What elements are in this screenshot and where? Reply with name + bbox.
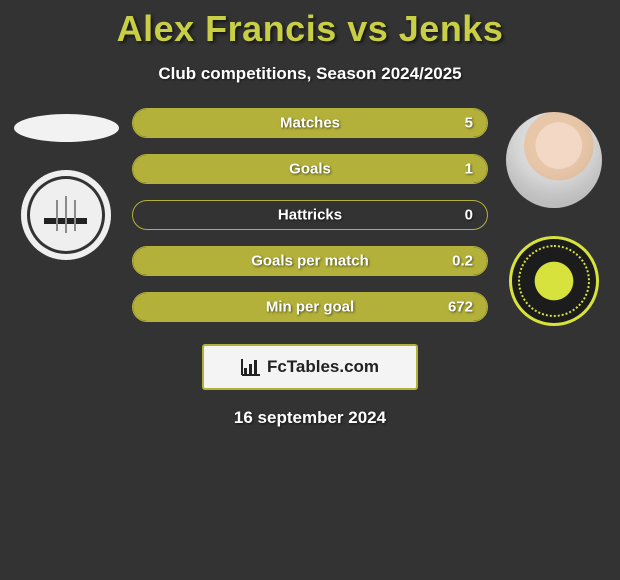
chart-icon [241, 358, 261, 376]
stat-pill: Goals 1 [132, 154, 488, 184]
stat-pill: Hattricks 0 [132, 200, 488, 230]
player-photo-left [14, 114, 119, 142]
stat-label: Matches [280, 115, 340, 132]
capture-date: 16 september 2024 [0, 408, 620, 428]
right-column [494, 110, 614, 326]
stat-label: Goals [289, 161, 331, 178]
stat-value-right: 5 [465, 115, 473, 132]
left-column [6, 110, 126, 260]
stat-pill: Min per goal 672 [132, 292, 488, 322]
brand-name: FcTables.com [267, 357, 379, 377]
stat-value-right: 0 [465, 207, 473, 224]
player-photo-right [506, 112, 602, 208]
stat-value-right: 0.2 [452, 253, 473, 270]
club-badge-left [21, 170, 111, 260]
comparison-row: Matches 5 Goals 1 Hattricks 0 Goals per match 0… [0, 110, 620, 326]
page-title: Alex Francis vs Jenks [0, 0, 620, 50]
stat-label: Min per goal [266, 299, 354, 316]
stat-pill: Matches 5 [132, 108, 488, 138]
stat-value-right: 672 [448, 299, 473, 316]
club-badge-right [509, 236, 599, 326]
brand-box: FcTables.com [202, 344, 418, 390]
subtitle: Club competitions, Season 2024/2025 [0, 64, 620, 84]
stat-label: Goals per match [251, 253, 369, 270]
stat-value-right: 1 [465, 161, 473, 178]
stats-column: Matches 5 Goals 1 Hattricks 0 Goals per match 0… [126, 108, 494, 322]
stat-label: Hattricks [278, 207, 342, 224]
stat-pill: Goals per match 0.2 [132, 246, 488, 276]
